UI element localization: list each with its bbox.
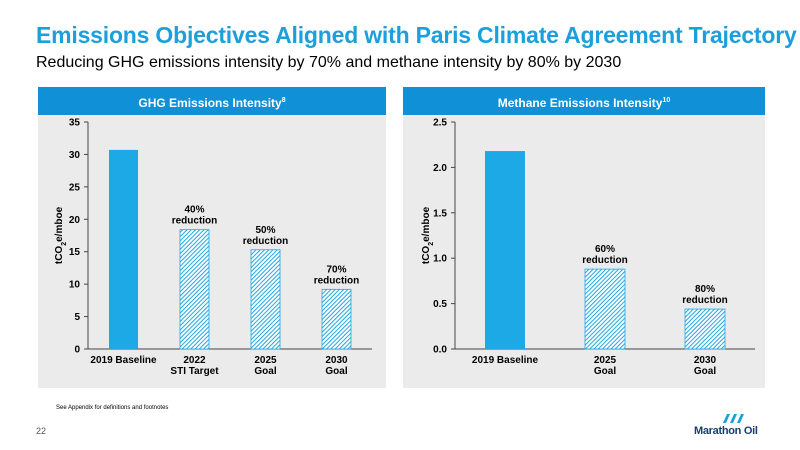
bar-annotation: 50% xyxy=(255,225,275,236)
bar-annotation: reduction xyxy=(243,236,289,247)
bar xyxy=(321,288,352,350)
methane-chart-footnote-ref: 10 xyxy=(662,97,671,104)
x-tick-label: 2019 Baseline xyxy=(90,355,157,366)
bar xyxy=(684,308,726,350)
x-tick-label: 2019 Baseline xyxy=(472,355,539,366)
methane-chart-panel: Methane Emissions Intensity10 0.0 0.5 1.0 1… xyxy=(403,87,765,388)
x-tick-label: 2030 xyxy=(694,355,717,366)
ghg-chart-footnote-ref: 8 xyxy=(281,97,286,104)
logo-mark-icon xyxy=(723,414,744,423)
marathon-oil-logo: Marathon Oil xyxy=(694,412,774,440)
y-tick-label: 5 xyxy=(74,312,80,323)
bar-annotation: reduction xyxy=(682,295,728,306)
bar-annotation: 60% xyxy=(595,244,615,255)
y-tick-label: 30 xyxy=(69,150,81,161)
ghg-chart-title: GHG Emissions Intensity8 xyxy=(38,87,386,115)
x-tick-label: 2025 xyxy=(254,355,277,366)
ghg-chart-title-text: GHG Emissions Intensity xyxy=(138,96,282,110)
y-tick-label: 0.5 xyxy=(433,299,447,310)
y-tick-label: 35 xyxy=(69,118,81,129)
bar-annotation: 70% xyxy=(326,264,346,275)
page-title: Emissions Objectives Aligned with Paris … xyxy=(36,22,797,48)
x-tick-label: 2030 xyxy=(325,355,348,366)
page-subtitle: Reducing GHG emissions intensity by 70% … xyxy=(36,54,622,71)
y-tick-label: 0 xyxy=(74,345,80,356)
y-axis-label: tCO2e/mboe xyxy=(421,206,435,264)
bar xyxy=(109,149,138,349)
footnote: See Appendix for definitions and footnot… xyxy=(56,405,169,411)
logo-text: Marathon Oil xyxy=(694,425,758,437)
y-tick-label: 2.0 xyxy=(433,163,447,174)
bar xyxy=(250,249,281,350)
y-axis-label: tCO2e/mboe xyxy=(54,206,68,264)
y-tick-label: 1.5 xyxy=(433,208,447,219)
y-tick-label: 1.0 xyxy=(433,254,447,265)
x-tick-label: Goal xyxy=(325,366,347,377)
methane-chart-title-text: Methane Emissions Intensity xyxy=(497,96,663,110)
x-tick-label: STI Target xyxy=(170,366,219,377)
ghg-chart-panel: GHG Emissions Intensity8 0 5 10 15 20 25 30 35 t… xyxy=(38,87,386,388)
y-tick-label: 20 xyxy=(69,215,81,226)
bar xyxy=(485,151,525,349)
y-tick-label: 25 xyxy=(69,182,81,193)
methane-chart-title: Methane Emissions Intensity10 xyxy=(403,87,765,115)
bar-annotation: 80% xyxy=(695,284,715,295)
y-tick-label: 10 xyxy=(69,280,81,291)
bar xyxy=(584,268,626,350)
bar-annotation: 40% xyxy=(184,205,204,216)
y-tick-label: 2.5 xyxy=(433,118,447,129)
bar xyxy=(179,229,210,350)
methane-bar-chart: 0.0 0.5 1.0 1.5 2.0 2.5 tCO2e/mboe 2019 Baselin… xyxy=(421,118,755,377)
bar-annotation: reduction xyxy=(314,275,360,286)
y-tick-label: 15 xyxy=(69,247,81,258)
x-tick-label: Goal xyxy=(254,366,276,377)
x-tick-label: Goal xyxy=(594,366,616,377)
x-tick-label: Goal xyxy=(694,366,716,377)
x-tick-label: 2022 xyxy=(183,355,206,366)
bar-annotation: reduction xyxy=(582,255,628,266)
page-number: 22 xyxy=(36,426,47,436)
bar-annotation: reduction xyxy=(172,216,218,227)
y-tick-label: 0.0 xyxy=(433,345,447,356)
x-tick-label: 2025 xyxy=(594,355,617,366)
